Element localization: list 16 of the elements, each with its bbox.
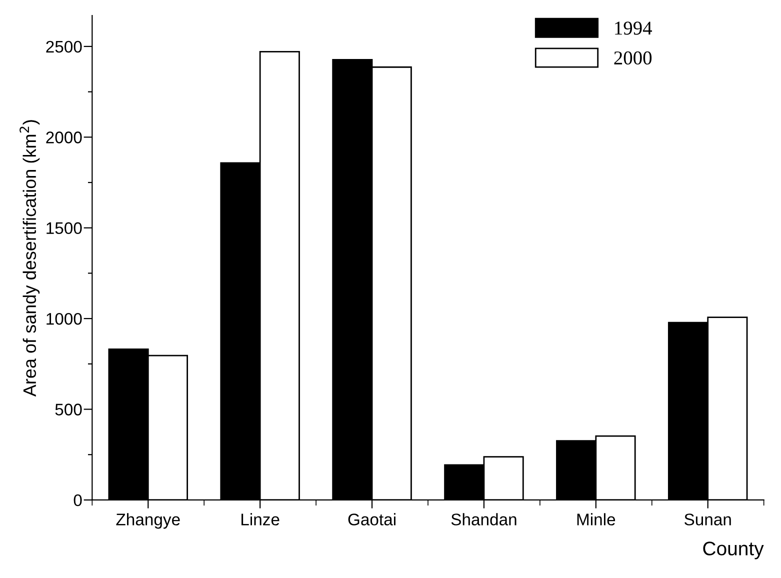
y-axis-title: Area of sandy desertification (km$^{2}$) — [20, 120, 40, 397]
x-tick-label: Sunan — [684, 514, 731, 526]
y-tick-label: 0 — [74, 494, 82, 506]
y-tick-label: 2500 — [46, 40, 82, 53]
y-tick-label: 1000 — [46, 312, 82, 325]
y-tick-label: 1500 — [46, 222, 82, 234]
y-tick-label: 2000 — [46, 132, 82, 144]
x-tick-label: Zhangye — [116, 513, 180, 529]
x-axis-title: County — [703, 542, 764, 560]
x-tick-label: Minle — [577, 513, 616, 526]
x-tick-label: Gaotai — [348, 513, 396, 526]
legend-label: 2000 — [614, 51, 652, 65]
legend-label: 1994 — [615, 22, 652, 35]
x-tick-label: Shandan — [451, 513, 516, 526]
y-tick-label: 500 — [55, 404, 82, 416]
x-tick-label: Linze — [242, 513, 280, 526]
